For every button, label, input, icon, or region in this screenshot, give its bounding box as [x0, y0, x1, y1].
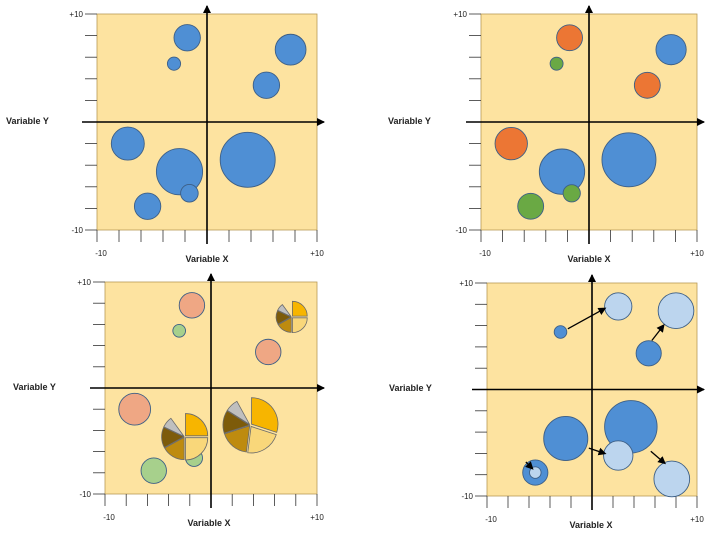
- pie-slice-1: [251, 397, 279, 433]
- pie-slice-1: [185, 413, 209, 437]
- pie-slice-3: [164, 436, 185, 460]
- bubble-4: [252, 71, 281, 99]
- x-axis-label: Variable X: [569, 520, 612, 530]
- bubble-3: [543, 415, 589, 461]
- bubble-7: [601, 132, 657, 188]
- bubble-2: [166, 56, 182, 71]
- bubble-9: [653, 460, 691, 498]
- bubble-5: [494, 126, 528, 161]
- bubble-4: [633, 71, 661, 99]
- bubble-8: [603, 440, 634, 471]
- x-tick-label-right: +10: [310, 249, 324, 258]
- y-tick-label-bottom: -10: [461, 492, 473, 501]
- bubble-1: [178, 292, 206, 319]
- x-tick-label-left: -10: [103, 513, 115, 522]
- pie-slice-5: [277, 304, 292, 317]
- y-axis-label: Variable Y: [13, 382, 56, 392]
- y-axis-label: Variable Y: [389, 383, 432, 393]
- bubble-3: [274, 33, 307, 66]
- x-tick-label-right: +10: [690, 249, 704, 258]
- bubble-8: [180, 184, 199, 203]
- pie-bubble-3: [222, 397, 279, 454]
- y-tick-label-top: +10: [69, 10, 83, 19]
- y-tick-label-bottom: -10: [71, 226, 83, 235]
- pie-slice-2: [291, 317, 308, 334]
- bubble-7: [657, 292, 695, 329]
- pie-bubble-2: [161, 413, 209, 461]
- x-tick-label-right: +10: [310, 513, 324, 522]
- chart-panel-4: +10 -10 -10 +10 Variable X Variable Y: [389, 274, 705, 530]
- pie-slice-3: [277, 316, 292, 333]
- bubble-6: [604, 292, 633, 321]
- bubble-9: [517, 192, 545, 220]
- x-axis-label: Variable X: [185, 254, 228, 264]
- pie-slice-4: [222, 410, 251, 434]
- bubble-2: [635, 340, 662, 367]
- bubble-3: [255, 338, 282, 366]
- x-axis-label: Variable X: [567, 254, 610, 264]
- tick-marks: [93, 281, 318, 506]
- tick-marks: [85, 13, 318, 242]
- movement-arrow-1: [567, 307, 607, 330]
- pie-slice-4: [161, 426, 185, 449]
- x-tick-label-right: +10: [690, 515, 704, 524]
- y-tick-label-top: +10: [77, 278, 91, 287]
- x-tick-label-left: -10: [485, 515, 497, 524]
- bubble-7: [219, 131, 276, 188]
- movement-arrow-4: [650, 450, 666, 465]
- bubble-6: [140, 457, 167, 484]
- x-axis-label: Variable X: [187, 518, 230, 528]
- bubble-6: [155, 148, 204, 196]
- y-tick-label-top: +10: [453, 10, 467, 19]
- bubble-10: [529, 466, 542, 479]
- bubble-1: [556, 24, 583, 52]
- y-axis-label: Variable Y: [6, 116, 49, 126]
- pie-slice-4: [275, 310, 292, 325]
- bubble-1: [173, 24, 201, 52]
- x-tick-label-left: -10: [479, 249, 491, 258]
- chart-panel-3: +10 -10 -10 +10 Variable X Variable Y: [13, 273, 325, 528]
- bubble-5: [110, 126, 145, 161]
- y-tick-label-bottom: -10: [79, 490, 91, 499]
- pie-slice-5: [226, 400, 251, 425]
- pie-slice-2: [247, 425, 277, 454]
- movement-arrow-3: [588, 447, 607, 456]
- y-axis-label: Variable Y: [388, 116, 431, 126]
- chart-panel-1: +10 -10 -10 +10 Variable X Variable Y: [6, 5, 325, 264]
- bubble-6: [538, 148, 586, 195]
- y-tick-label-top: +10: [459, 279, 473, 288]
- pie-bubble-1: [275, 300, 308, 334]
- bubble-8: [562, 184, 581, 203]
- bubble-3: [655, 34, 687, 66]
- pie-slice-3: [224, 425, 251, 453]
- movement-arrow-2: [651, 324, 665, 341]
- bubble-4: [118, 392, 152, 426]
- bubble-9: [133, 192, 162, 220]
- bubble-2: [172, 323, 187, 338]
- pie-slice-2: [185, 437, 209, 461]
- chart-panel-2: +10 -10 -10 +10 Variable X Variable Y: [388, 5, 705, 264]
- movement-arrow-5: [525, 461, 534, 470]
- bubble-2: [549, 56, 564, 71]
- bubble-1: [553, 325, 568, 339]
- y-tick-label-bottom: -10: [455, 226, 467, 235]
- pie-slice-5: [163, 417, 185, 437]
- x-tick-label-left: -10: [95, 249, 107, 258]
- pie-slice-1: [291, 300, 308, 317]
